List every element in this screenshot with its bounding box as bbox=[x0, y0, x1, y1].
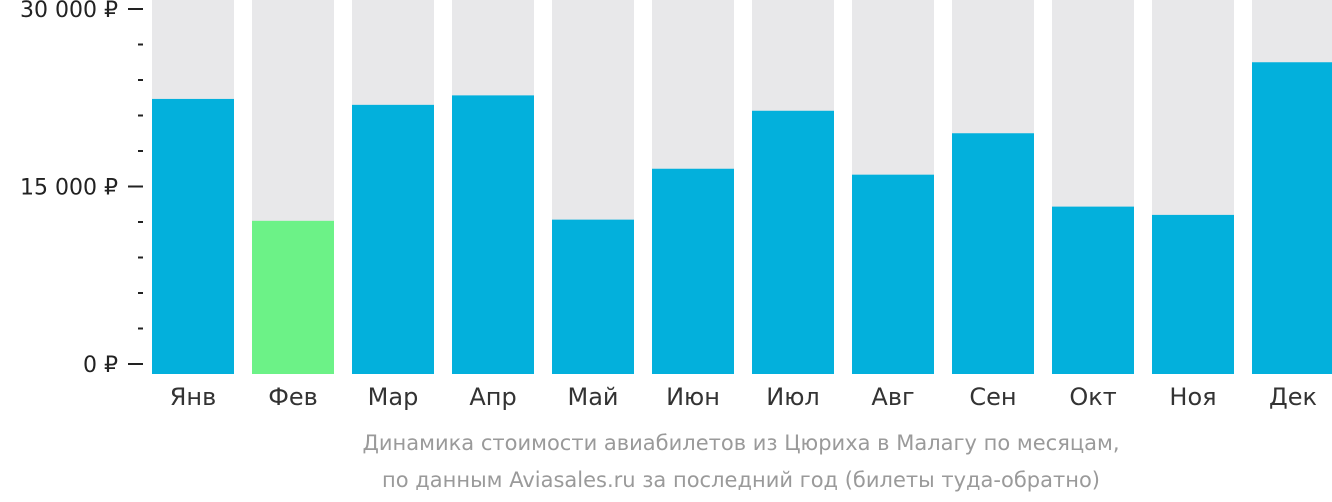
bar-8[interactable] bbox=[852, 174, 934, 374]
x-tick-label: Дек bbox=[1269, 383, 1317, 411]
bar-11[interactable] bbox=[1152, 214, 1234, 374]
bars bbox=[152, 62, 1332, 375]
chart-caption-line-2: по данным Aviasales.ru за последний год … bbox=[382, 468, 1100, 492]
chart-caption-line-1: Динамика стоимости авиабилетов из Цюриха… bbox=[362, 431, 1120, 455]
x-tick-label: Мар bbox=[368, 383, 419, 411]
y-tick-label: 30 000 ₽ bbox=[20, 0, 118, 23]
x-tick-label: Янв bbox=[170, 383, 217, 411]
bar-10[interactable] bbox=[1052, 206, 1134, 374]
x-tick-label: Фев bbox=[268, 383, 318, 411]
x-tick-label: Сен bbox=[969, 383, 1016, 411]
bar-2[interactable] bbox=[252, 220, 334, 374]
bar-12[interactable] bbox=[1252, 62, 1332, 374]
bar-7[interactable] bbox=[752, 110, 834, 375]
x-tick-label: Июн bbox=[666, 383, 720, 411]
x-tick-label: Окт bbox=[1069, 383, 1116, 411]
bar-9[interactable] bbox=[952, 133, 1034, 374]
bar-3[interactable] bbox=[352, 104, 434, 374]
y-tick-label: 0 ₽ bbox=[83, 353, 118, 378]
bar-4[interactable] bbox=[452, 95, 534, 374]
y-axis: 0 ₽ 15 000 ₽ 30 000 ₽ bbox=[20, 0, 143, 378]
x-tick-label: Май bbox=[567, 383, 618, 411]
x-axis: Янв Фев Мар Апр Май Июн Июл Авг Сен Окт Ноя Дек bbox=[170, 383, 1317, 411]
y-tick-label: 15 000 ₽ bbox=[20, 176, 118, 201]
price-bar-chart: 0 ₽ 15 000 ₽ 30 000 ₽ Янв Фев Мар Апр Май Июн Ию… bbox=[20, 0, 1332, 411]
x-tick-label: Авг bbox=[871, 383, 914, 411]
bar-5[interactable] bbox=[552, 219, 634, 374]
bar-1[interactable] bbox=[152, 98, 234, 374]
x-tick-label: Июл bbox=[766, 383, 820, 411]
x-tick-label: Апр bbox=[469, 383, 516, 411]
x-tick-label: Ноя bbox=[1169, 383, 1216, 411]
bar-6[interactable] bbox=[652, 168, 734, 374]
